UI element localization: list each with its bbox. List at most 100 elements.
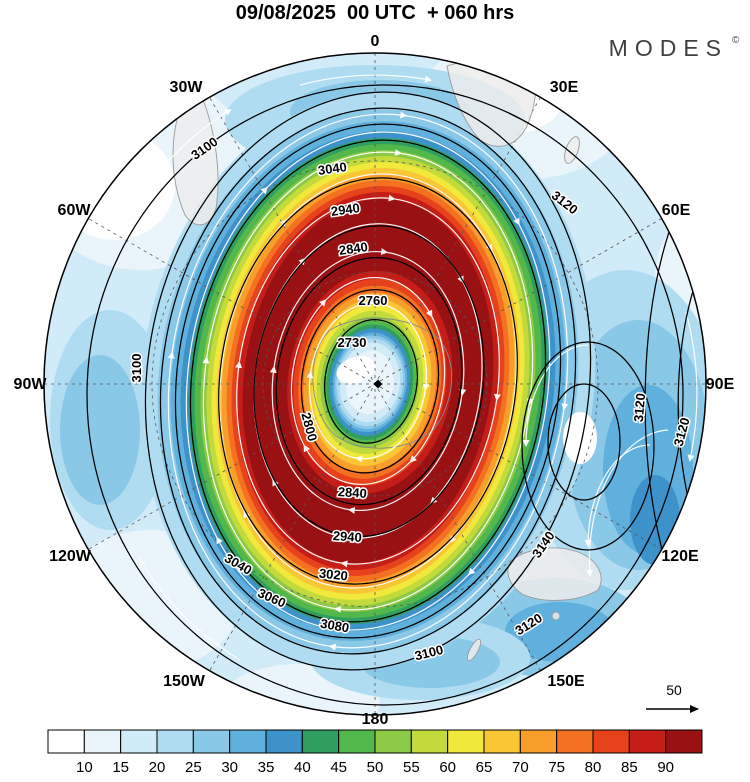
lon-label: 30W xyxy=(170,79,204,96)
streamline xyxy=(309,299,381,374)
colorbar-tick: 15 xyxy=(112,759,129,776)
streamline xyxy=(243,510,451,589)
streamlines-outer xyxy=(119,74,698,661)
shading-band xyxy=(55,130,175,240)
colorbar-swatch xyxy=(229,729,267,754)
streamline xyxy=(355,388,427,463)
colorbar-tick: 85 xyxy=(621,759,638,776)
contour-line xyxy=(218,177,518,585)
longitude-labels: 0 30W 30E 60W 60E 90W 90E 120W 120E 150W… xyxy=(14,33,735,728)
colorbar-tick: 20 xyxy=(149,759,166,776)
colorbar-swatch xyxy=(374,729,412,754)
streamline xyxy=(324,276,433,318)
shading-band xyxy=(60,355,140,505)
colorbar-tick: 35 xyxy=(258,759,275,776)
streamline xyxy=(685,311,698,462)
colorbar-tick: 10 xyxy=(76,759,93,776)
streamline xyxy=(238,194,396,363)
modes-logo: MODES xyxy=(609,35,728,61)
lon-label: 120E xyxy=(661,548,699,565)
graticule-latitude-circle xyxy=(151,160,599,608)
lon-label: 150W xyxy=(163,673,206,690)
contour-line xyxy=(253,225,485,538)
coastline-antarctica xyxy=(312,317,453,449)
contour-line xyxy=(521,341,655,551)
colorbar-swatch xyxy=(628,729,667,754)
colorbar-swatch xyxy=(483,729,521,754)
colorbar-tick: 60 xyxy=(439,759,456,776)
contour-line xyxy=(159,107,577,655)
colorbar-tick: 55 xyxy=(403,759,420,776)
streamline xyxy=(185,186,268,539)
colorbar-swatch xyxy=(447,729,485,754)
streamline xyxy=(119,108,232,231)
contour-label: 2940 xyxy=(332,528,362,545)
streamline xyxy=(303,444,412,486)
streamline xyxy=(334,403,531,613)
streamline xyxy=(290,299,327,447)
lon-label: 180 xyxy=(362,711,389,728)
colorbar-tick: 25 xyxy=(185,759,202,776)
streamline xyxy=(586,429,669,577)
colorbar-swatch xyxy=(265,729,303,754)
colorbar-tick: 75 xyxy=(548,759,565,776)
colorbar-swatch xyxy=(665,729,703,754)
colorbar-tick: 90 xyxy=(657,759,674,776)
coastline-new-zealand xyxy=(466,638,482,662)
contour-label: 3080 xyxy=(319,616,350,636)
pole-marker xyxy=(373,379,383,389)
streamline xyxy=(409,315,446,463)
lon-label: 30E xyxy=(550,79,579,96)
colorbar-tick: 65 xyxy=(476,759,493,776)
height-contours xyxy=(144,91,592,671)
streamline xyxy=(269,365,350,511)
streamline xyxy=(138,558,241,661)
vortex-shading xyxy=(140,92,596,670)
streamline xyxy=(285,173,493,252)
reference-vector: 50 xyxy=(646,682,699,713)
streamline xyxy=(393,198,501,402)
streamline xyxy=(378,303,430,392)
streamline xyxy=(347,394,463,514)
colorbar-swatch xyxy=(192,729,231,754)
graticule-latitude-circle xyxy=(262,271,488,497)
streamline xyxy=(299,74,432,86)
streamline xyxy=(584,444,651,547)
colorbar-tick: 45 xyxy=(330,759,347,776)
lon-label: 120W xyxy=(49,548,92,565)
contour-label: 2940 xyxy=(330,200,361,219)
shading-band xyxy=(336,356,376,384)
map-boundary-circle xyxy=(43,52,707,716)
lon-label: 0 xyxy=(371,33,380,50)
colorbar-swatch xyxy=(120,729,158,754)
colorbar-tick: 40 xyxy=(294,759,311,776)
coastline-south-america xyxy=(172,91,219,226)
contour-label: 3120 xyxy=(631,393,648,423)
lon-label: 90E xyxy=(706,376,735,393)
contour-line xyxy=(86,84,684,706)
streamline xyxy=(205,149,402,359)
lon-label: 60E xyxy=(662,202,691,219)
streamline xyxy=(306,370,358,459)
streamline xyxy=(171,111,408,354)
contour-line xyxy=(189,139,547,623)
reference-vector-label: 50 xyxy=(666,682,682,698)
colorbar-tick: 70 xyxy=(512,759,529,776)
colorbar-tick: 50 xyxy=(367,759,384,776)
colorbar-swatch xyxy=(83,729,122,754)
contour-line xyxy=(547,383,621,501)
map-area xyxy=(44,53,706,715)
streamline xyxy=(468,223,551,576)
colorbar-swatch xyxy=(410,729,449,754)
streamline xyxy=(386,251,467,397)
colorbar-swatch xyxy=(156,729,194,754)
coastline-tasmania xyxy=(551,611,561,621)
colorbar-swatch xyxy=(556,729,594,754)
contour-label: 3100 xyxy=(129,354,144,383)
lon-label: 90W xyxy=(14,376,48,393)
shading-band xyxy=(563,412,597,464)
coastline-madagascar xyxy=(564,136,580,164)
contour-label: 3020 xyxy=(318,566,348,584)
